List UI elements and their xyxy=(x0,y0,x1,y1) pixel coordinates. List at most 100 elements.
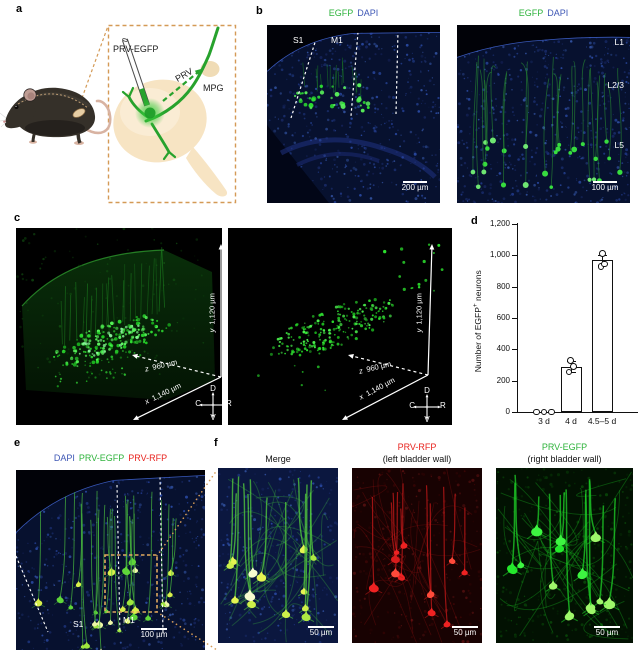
bar-4.5–5 d xyxy=(591,260,613,412)
scale-bar xyxy=(141,628,167,630)
y-axis-value: 1,120 µm xyxy=(207,293,217,325)
data-point xyxy=(548,408,555,416)
region-label-m1: M1 xyxy=(123,615,135,625)
scale-bar xyxy=(403,181,427,183)
y-tick-label: 200 xyxy=(496,375,510,385)
panel-label-e: e xyxy=(14,437,21,449)
data-point xyxy=(540,408,548,416)
prv-rfp-title: PRV-RFP xyxy=(128,453,168,463)
micrograph-dual-label-cortex xyxy=(16,470,205,650)
scale-bar-label: 50 µm xyxy=(595,628,619,637)
y-axis-label: y 1,120 µm xyxy=(414,283,424,343)
mouse-head xyxy=(4,94,37,129)
compass-dorsal: D xyxy=(210,384,216,393)
dapi-title: DAPI xyxy=(53,453,75,463)
panel-b-right-title: EGFP DAPI xyxy=(457,8,630,19)
panel-b-left-title: EGFP DAPI xyxy=(267,8,440,19)
egfp-title: EGFP xyxy=(328,8,354,18)
region-label-m1: M1 xyxy=(331,35,343,45)
mouse-whisker xyxy=(0,112,7,119)
region-label-s1: S1 xyxy=(73,619,84,629)
rfp-subtitle: (left bladder wall) xyxy=(382,454,452,464)
mouse-whisker xyxy=(0,121,7,128)
region-boundary-lines xyxy=(290,32,399,119)
compass-caudal: C xyxy=(409,401,415,410)
z-axis-letter: z xyxy=(357,366,364,376)
scale-bar xyxy=(308,626,334,628)
zoom-connector xyxy=(81,25,109,99)
axes-3d xyxy=(342,244,435,420)
mouse-whisker xyxy=(0,119,7,122)
panel-label-d: d xyxy=(471,215,478,227)
x-axis xyxy=(517,412,638,414)
y-tick xyxy=(512,286,517,288)
error-bar xyxy=(602,254,604,266)
y-axis-letter: y xyxy=(207,328,217,333)
prv-spread-arrow xyxy=(162,72,198,102)
bladder-site-marker xyxy=(72,108,86,118)
panel-label-f: f xyxy=(214,437,218,449)
layer-label-l1: L1 xyxy=(614,37,624,47)
y-tick-label: 1,000 xyxy=(489,250,510,260)
y-tick-label: 0 xyxy=(505,407,510,416)
data-point xyxy=(599,250,606,258)
point-cloud-egfp xyxy=(228,228,452,425)
egfp-subtitle: (right bladder wall) xyxy=(527,454,602,464)
merge-title: Merge xyxy=(265,454,291,464)
y-axis-label: Number of EGFP+ neurons xyxy=(471,270,483,373)
prv-egfp-title: PRV-EGFP xyxy=(78,453,125,463)
tissue-volume xyxy=(22,250,215,400)
data-point xyxy=(565,368,573,376)
y-tick-label: 1,200 xyxy=(489,219,510,228)
micrograph-cortex-layers xyxy=(457,25,630,203)
micrograph-prv-egfp xyxy=(496,468,633,643)
micrograph-cortex-overview xyxy=(267,25,440,203)
y-tick xyxy=(512,412,517,414)
schematic-injection-diagram xyxy=(0,24,237,204)
z-axis-letter: z xyxy=(143,363,150,374)
micrograph-prv-rfp xyxy=(352,468,482,643)
mouse-nose xyxy=(3,120,6,123)
x-axis-letter: x xyxy=(143,396,151,407)
panel-e-title: DAPI PRV-EGFP PRV-RFP xyxy=(16,453,205,464)
y-tick xyxy=(512,224,517,226)
layer-label-l23: L2/3 xyxy=(607,80,624,90)
mouse-eye xyxy=(14,105,19,109)
hippocampus-outline xyxy=(279,137,437,179)
compass-dorsal: D xyxy=(424,386,430,395)
orientation-compass xyxy=(413,394,441,420)
x-axis-letter: x xyxy=(357,391,366,402)
volume-render-egfp xyxy=(16,228,222,425)
scale-bar xyxy=(593,181,617,183)
data-point xyxy=(601,260,608,268)
data-point xyxy=(533,408,540,416)
x-category-0: 3 d xyxy=(538,416,550,426)
bar-chart-egfp-neurons: 0 200 400 600 800 1,000 1,200 3 d 4 d 4.5–5 d Numb… xyxy=(460,215,640,441)
layer-label-l5: L5 xyxy=(614,140,624,150)
compass-ventral: V xyxy=(210,413,216,422)
y-axis xyxy=(517,223,519,412)
y-tick xyxy=(512,349,517,351)
orientation-compass xyxy=(199,392,222,418)
y-axis-letter: y xyxy=(414,328,424,333)
x-category-2: 4.5–5 d xyxy=(587,416,617,426)
scale-bar-label: 50 µm xyxy=(309,628,333,637)
dapi-title: DAPI xyxy=(547,8,569,18)
scale-bar-label: 50 µm xyxy=(453,628,477,637)
y-axis-label: y 1,120 µm xyxy=(207,283,217,343)
egfp-title: PRV-EGFP xyxy=(541,442,588,452)
panel-label-a: a xyxy=(16,3,23,15)
scale-bar xyxy=(594,626,620,628)
micrograph-merge xyxy=(218,468,338,643)
probe-label: PRV-EGFP xyxy=(113,44,159,54)
mouse-tail xyxy=(82,99,112,135)
region-label-s1: S1 xyxy=(293,35,304,45)
y-axis-value: 1,120 µm xyxy=(414,293,424,325)
egfp-title: EGFP xyxy=(518,8,544,18)
ganglion-label: MPG xyxy=(203,83,224,93)
dapi-title: DAPI xyxy=(357,8,379,18)
panel-label-b: b xyxy=(256,5,263,17)
panel-label-c: c xyxy=(14,212,21,224)
y-tick-label: 600 xyxy=(496,313,510,322)
